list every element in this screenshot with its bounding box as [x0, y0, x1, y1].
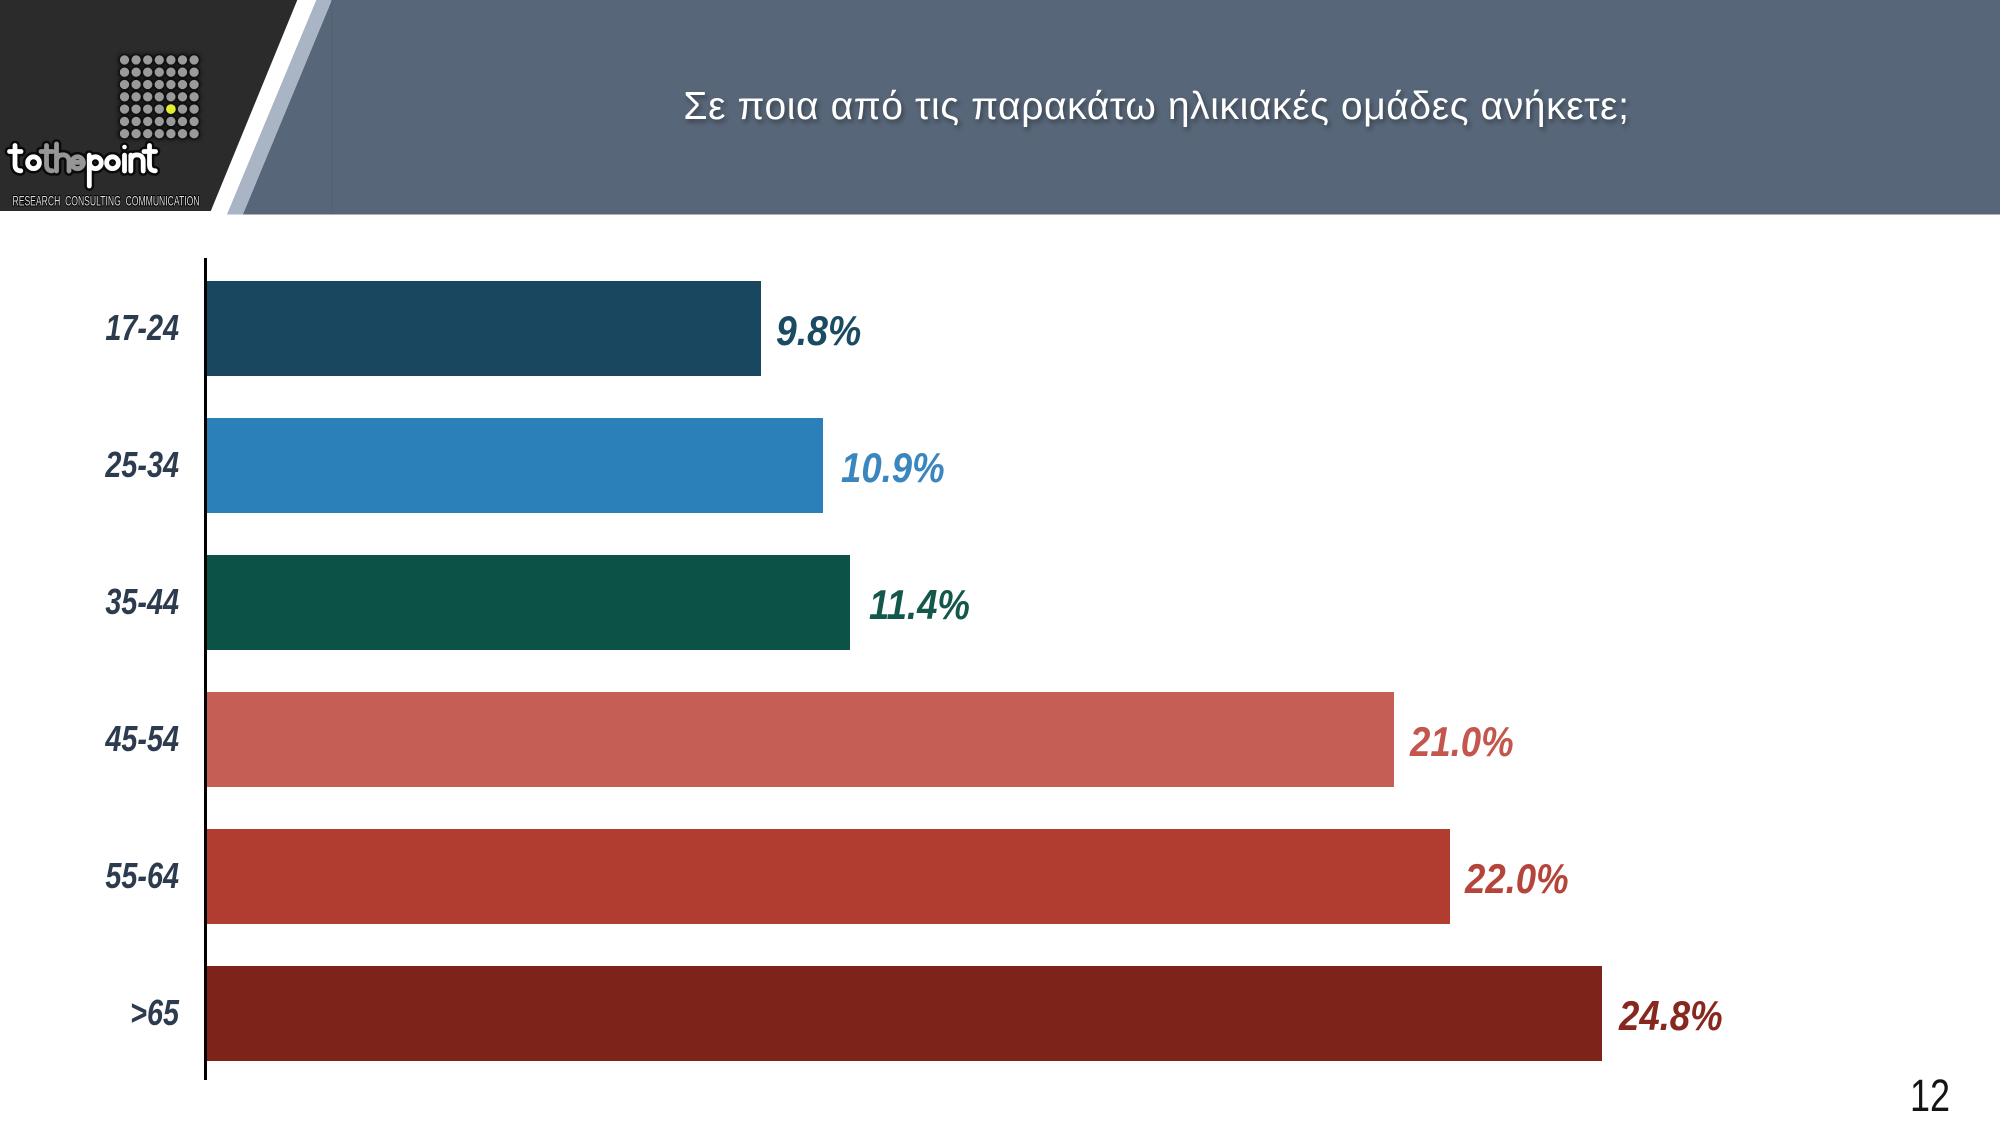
svg-text:RESEARCH CONSULTING COMMUNIC: RESEARCH CONSULTING COMMUNICATION	[13, 193, 200, 209]
